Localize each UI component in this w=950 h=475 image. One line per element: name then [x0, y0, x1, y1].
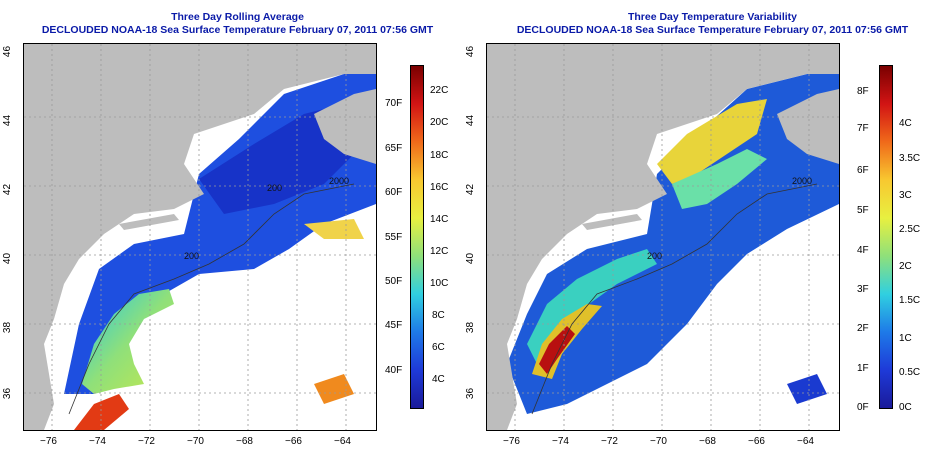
- right-lon--64: −64: [797, 436, 814, 447]
- left-cb-c-4: 4C: [432, 374, 445, 385]
- left-lon--66: −66: [285, 436, 302, 447]
- right-cb-c-2.5: 2.5C: [899, 224, 921, 235]
- left-slope-warm: [82, 289, 174, 394]
- right-lon--66: −66: [748, 436, 765, 447]
- left-cb-c-8: 8C: [432, 310, 445, 321]
- left-cb-f-65: 65F: [385, 143, 403, 154]
- left-cb-c-16: 16C: [430, 182, 449, 193]
- left-lon--70: −70: [187, 436, 204, 447]
- right-cb-c-3: 3C: [899, 190, 912, 201]
- left-lon--64: −64: [334, 436, 351, 447]
- left-lat-36: 36: [2, 387, 14, 400]
- right-cb-f-4: 4F: [857, 245, 869, 256]
- left-lat-42: 42: [2, 183, 14, 196]
- right-cb-f-8: 8F: [857, 86, 869, 97]
- left-colorbar: [410, 65, 424, 409]
- left-panel-average: Three Day Rolling Average DECLOUDED NOAA…: [2, 11, 449, 447]
- left-cb-f-60: 60F: [385, 187, 403, 198]
- right-lat-38: 38: [465, 321, 477, 334]
- right-cb-c-2: 2C: [899, 261, 912, 272]
- left-cb-c-12: 12C: [430, 246, 449, 257]
- left-lat-44: 44: [2, 114, 14, 127]
- left-cb-c-18: 18C: [430, 150, 449, 161]
- right-lat-44: 44: [465, 114, 477, 127]
- left-cb-c-14: 14C: [430, 214, 449, 225]
- left-lon--68: −68: [236, 436, 253, 447]
- left-cb-f-40: 40F: [385, 365, 403, 376]
- right-cb-c-1: 1C: [899, 333, 912, 344]
- right-lat-40: 40: [465, 252, 477, 265]
- right-slope-max: [539, 326, 575, 374]
- left-east-warm: [314, 374, 354, 404]
- right-cb-c-4: 4C: [899, 118, 912, 129]
- left-land-longisland: [119, 214, 179, 230]
- right-variability-map: 200 2000: [486, 43, 840, 431]
- left-cb-c-10: 10C: [430, 278, 449, 289]
- right-colorbar: [879, 65, 893, 409]
- right-cb-f-6: 6F: [857, 165, 869, 176]
- left-cb-c-20: 20C: [430, 117, 449, 128]
- right-lon--72: −72: [601, 436, 618, 447]
- right-land-main: [487, 44, 839, 430]
- right-shelf-mid: [527, 249, 657, 374]
- right-cb-f-5: 5F: [857, 205, 869, 216]
- right-lon--70: −70: [650, 436, 667, 447]
- left-title-line2: DECLOUDED NOAA-18 Sea Surface Temperatur…: [41, 24, 434, 36]
- right-lat-42: 42: [465, 183, 477, 196]
- right-cb-c-0: 0C: [899, 402, 912, 413]
- right-lon--68: −68: [699, 436, 716, 447]
- left-contour-label-3: 2000: [329, 176, 349, 186]
- right-lon--76: −76: [503, 436, 520, 447]
- left-gulfstream-patch: [304, 219, 364, 239]
- right-gulf-maine-mid: [672, 149, 767, 209]
- right-contour-label-1: 200: [647, 251, 662, 261]
- left-cb-f-50: 50F: [385, 276, 403, 287]
- left-lat-46: 46: [2, 45, 14, 58]
- right-cb-f-1: 1F: [857, 363, 869, 374]
- left-cb-f-55: 55F: [385, 232, 403, 243]
- left-land-nova-scotia: [314, 89, 376, 164]
- right-lat-46: 46: [465, 45, 477, 58]
- right-cb-f-0: 0F: [857, 402, 869, 413]
- right-south-patch: [787, 374, 827, 404]
- left-cb-c-6: 6C: [432, 342, 445, 353]
- right-cb-c-3.5: 3.5C: [899, 153, 921, 164]
- right-cb-f-2: 2F: [857, 323, 869, 334]
- left-cb-f-70: 70F: [385, 98, 403, 109]
- left-cb-c-22: 22C: [430, 85, 449, 96]
- right-cb-c-1.5: 1.5C: [899, 295, 921, 306]
- right-georges-bank: [657, 99, 767, 184]
- left-lat-38: 38: [2, 321, 14, 334]
- left-lon--74: −74: [89, 436, 106, 447]
- left-bathy-contour: [68, 183, 355, 415]
- left-land-main: [24, 44, 376, 430]
- right-land-nova-scotia: [777, 89, 839, 164]
- right-cb-f-7: 7F: [857, 123, 869, 134]
- left-contour-label-1: 200: [184, 251, 199, 261]
- left-title-line1: Three Day Rolling Average: [171, 11, 304, 23]
- right-lat-36: 36: [465, 387, 477, 400]
- left-sst-map: 200 200 2000: [23, 43, 377, 431]
- left-south-warm: [74, 394, 129, 430]
- left-cb-f-45: 45F: [385, 320, 403, 331]
- left-lon--76: −76: [40, 436, 57, 447]
- right-lon--74: −74: [552, 436, 569, 447]
- right-title-line1: Three Day Temperature Variability: [627, 11, 798, 23]
- left-lat-40: 40: [2, 252, 14, 265]
- right-contour-label-2: 2000: [792, 176, 812, 186]
- right-bathy-contour: [531, 183, 818, 415]
- right-cb-f-3: 3F: [857, 284, 869, 295]
- right-cb-c-0.5: 0.5C: [899, 367, 921, 378]
- right-land-longisland: [582, 214, 642, 230]
- right-title-line2: DECLOUDED NOAA-18 Sea Surface Temperatur…: [516, 24, 909, 36]
- right-panel-variability: Three Day Temperature Variability DECLOU…: [465, 0, 950, 475]
- left-lon--72: −72: [138, 436, 155, 447]
- left-contour-label-2: 200: [267, 183, 282, 193]
